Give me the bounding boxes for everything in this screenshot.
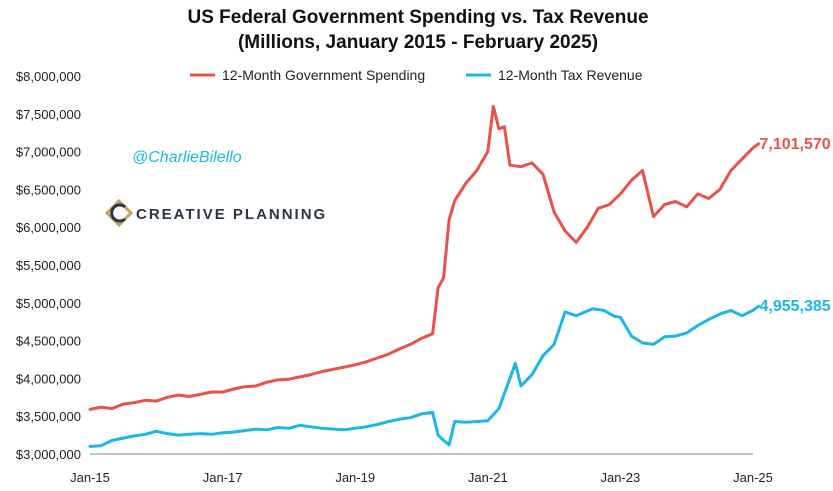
y-tick-label: $6,000,000	[16, 220, 81, 235]
x-tick-label: Jan-15	[70, 470, 110, 485]
x-tick-label: Jan-25	[733, 470, 773, 485]
legend-label-spending: 12-Month Government Spending	[222, 67, 425, 83]
series-layer	[88, 104, 760, 448]
x-tick-label: Jan-21	[468, 470, 508, 485]
y-axis: $3,000,000 $3,500,000 $4,000,000 $4,500,000…	[16, 69, 753, 462]
y-tick-label: $4,500,000	[16, 334, 81, 349]
creative-planning-logo: CREATIVE PLANNING	[104, 198, 327, 228]
end-label-spending: 7,101,570	[760, 136, 831, 153]
series-line-revenue	[88, 304, 760, 448]
end-labels: 7,101,570 4,955,385	[760, 136, 831, 315]
y-tick-label: $3,500,000	[16, 409, 81, 424]
x-tick-label: Jan-23	[601, 470, 641, 485]
y-tick-label: $5,000,000	[16, 296, 81, 311]
legend-label-revenue: 12-Month Tax Revenue	[498, 67, 643, 83]
chart-subtitle: (Millions, January 2015 - February 2025)	[238, 32, 598, 53]
logo-mark-icon	[104, 198, 134, 228]
x-axis: Jan-15 Jan-17 Jan-19 Jan-21 Jan-23 Jan-25	[70, 470, 773, 485]
x-tick-label: Jan-17	[203, 470, 243, 485]
logo-text: CREATIVE PLANNING	[136, 206, 327, 223]
legend: 12-Month Government Spending 12-Month Ta…	[190, 67, 643, 83]
y-tick-label: $3,000,000	[16, 447, 81, 462]
author-handle: @CharlieBilello	[132, 149, 242, 166]
y-tick-label: $7,500,000	[16, 107, 81, 122]
y-tick-label: $4,000,000	[16, 371, 81, 386]
y-tick-label: $6,500,000	[16, 182, 81, 197]
series-line-spending	[88, 104, 760, 411]
y-tick-label: $7,000,000	[16, 145, 81, 160]
y-tick-label: $5,500,000	[16, 258, 81, 273]
y-tick-label: $8,000,000	[16, 69, 81, 84]
end-label-revenue: 4,955,385	[760, 298, 831, 315]
chart-title: US Federal Government Spending vs. Tax R…	[187, 7, 648, 28]
x-tick-label: Jan-19	[335, 470, 375, 485]
